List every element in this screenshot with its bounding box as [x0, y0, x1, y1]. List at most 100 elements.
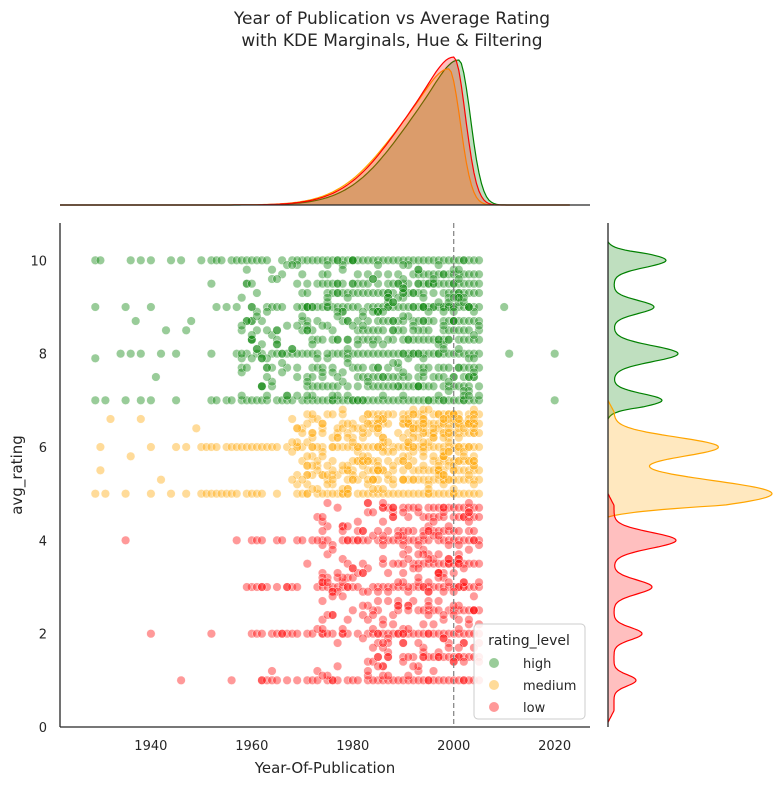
medium-point: [358, 456, 368, 466]
high-point: [353, 279, 363, 289]
high-point: [126, 255, 136, 265]
medium-point: [373, 484, 383, 494]
medium-point: [307, 414, 317, 424]
high-point: [378, 391, 388, 401]
high-point: [328, 367, 338, 377]
medium-point: [323, 409, 333, 419]
medium-point: [439, 465, 449, 475]
high-point: [454, 293, 464, 303]
medium-point: [429, 451, 439, 461]
medium-point: [307, 409, 317, 419]
high-point: [403, 311, 413, 321]
high-point: [343, 395, 353, 405]
high-point: [302, 381, 312, 391]
medium-point: [454, 409, 464, 419]
high-point: [459, 395, 469, 405]
low-point: [378, 531, 388, 541]
medium-point: [444, 475, 454, 485]
medium-point: [459, 451, 469, 461]
high-point: [232, 349, 242, 359]
high-point: [388, 372, 398, 382]
high-point: [171, 395, 181, 405]
medium-point: [408, 419, 418, 429]
high-point: [363, 255, 373, 265]
high-point: [408, 395, 418, 405]
low-point: [292, 582, 302, 592]
high-point: [393, 293, 403, 303]
high-point: [307, 325, 317, 335]
low-point: [474, 605, 484, 615]
medium-point: [348, 419, 358, 429]
low-point: [378, 638, 388, 648]
high-point: [383, 297, 393, 307]
x-tick-labels: 1940 1960 1980 2000 2020: [134, 739, 571, 754]
high-point: [368, 274, 378, 284]
low-point: [403, 629, 413, 639]
medium-point: [333, 470, 343, 480]
high-point: [418, 302, 428, 312]
low-point: [323, 498, 333, 508]
high-point: [398, 288, 408, 298]
low-point: [323, 675, 333, 685]
high-point: [454, 297, 464, 307]
high-point: [398, 395, 408, 405]
medium-point: [201, 489, 211, 499]
high-point: [247, 302, 257, 312]
high-point: [398, 302, 408, 312]
high-point: [146, 302, 156, 312]
low-point: [368, 657, 378, 667]
medium-point: [272, 442, 282, 452]
low-point: [348, 563, 358, 573]
low-point: [408, 675, 418, 685]
high-point: [348, 255, 358, 265]
medium-point: [434, 489, 444, 499]
high-point: [222, 395, 232, 405]
high-point: [333, 391, 343, 401]
high-point: [403, 335, 413, 345]
kde-y-line-medium: [607, 400, 773, 518]
high-point: [439, 269, 449, 279]
medium-point: [95, 442, 105, 452]
low-point: [464, 559, 474, 569]
low-point: [403, 587, 413, 597]
high-point: [388, 358, 398, 368]
high-point: [333, 307, 343, 317]
medium-point: [318, 489, 328, 499]
medium-point: [398, 409, 408, 419]
medium-point: [358, 470, 368, 480]
medium-point: [464, 428, 474, 438]
high-point: [247, 353, 257, 363]
medium-point: [358, 433, 368, 443]
low-point: [424, 596, 434, 606]
low-point: [323, 610, 333, 620]
high-point: [297, 288, 307, 298]
low-point: [439, 675, 449, 685]
low-point: [383, 526, 393, 536]
medium-point: [418, 423, 428, 433]
medium-point: [429, 409, 439, 419]
medium-point: [418, 475, 428, 485]
high-point: [383, 395, 393, 405]
high-point: [262, 363, 272, 373]
high-point: [318, 372, 328, 382]
low-point: [418, 675, 428, 685]
high-point: [393, 363, 403, 373]
low-point: [282, 675, 292, 685]
high-point: [307, 335, 317, 345]
high-point: [434, 269, 444, 279]
high-point: [282, 391, 292, 401]
high-point: [302, 288, 312, 298]
high-point: [429, 255, 439, 265]
medium-point: [418, 451, 428, 461]
high-point: [358, 325, 368, 335]
high-point: [383, 302, 393, 312]
high-point: [403, 349, 413, 359]
low-point: [358, 526, 368, 536]
high-point: [247, 316, 257, 326]
low-point: [378, 554, 388, 564]
low-point: [424, 549, 434, 559]
high-point: [504, 349, 514, 359]
high-point: [474, 255, 484, 265]
low-point: [287, 629, 297, 639]
medium-point: [398, 456, 408, 466]
